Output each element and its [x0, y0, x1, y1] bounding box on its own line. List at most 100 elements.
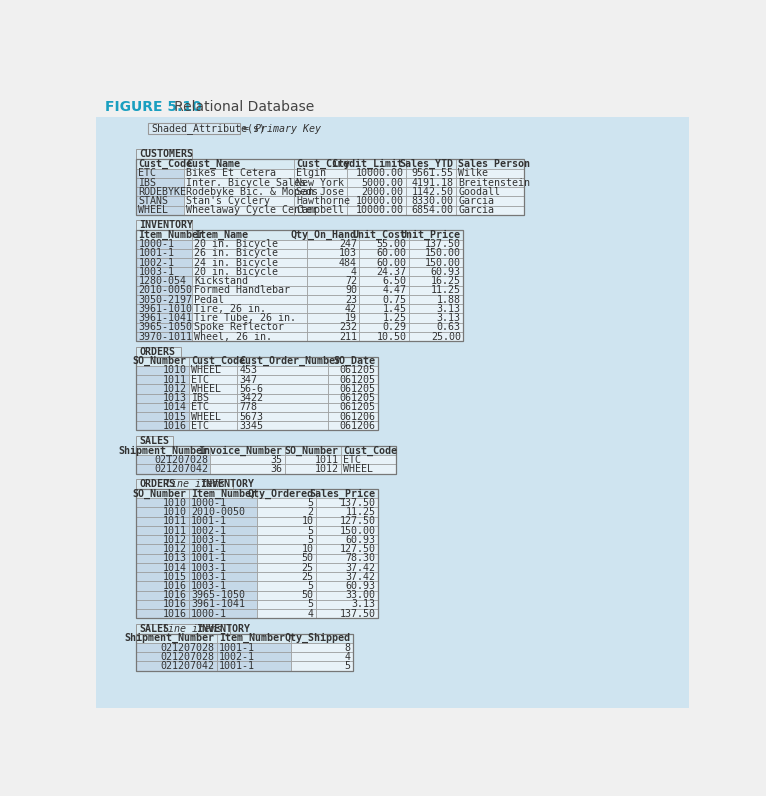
Bar — [359, 230, 409, 240]
Bar — [188, 526, 257, 535]
Text: 25: 25 — [302, 572, 313, 582]
Text: Credit_Limit: Credit_Limit — [332, 159, 404, 170]
Bar — [316, 544, 378, 554]
Bar — [329, 366, 378, 375]
Bar — [136, 581, 188, 591]
Bar — [217, 652, 291, 661]
Text: 1012: 1012 — [162, 535, 186, 544]
Bar — [192, 295, 306, 304]
Bar — [257, 526, 316, 535]
Bar — [136, 159, 184, 169]
Text: 10000.00: 10000.00 — [355, 205, 404, 215]
Bar — [257, 554, 316, 563]
Bar — [306, 332, 359, 341]
Text: Qty_Shipped: Qty_Shipped — [285, 634, 351, 643]
Text: 3.13: 3.13 — [352, 599, 375, 610]
Bar — [456, 197, 524, 205]
Text: Item_Number: Item_Number — [191, 489, 257, 499]
Text: 1001-1: 1001-1 — [219, 642, 255, 653]
Bar — [291, 652, 353, 661]
Text: SO_Date: SO_Date — [333, 356, 375, 366]
Text: 42: 42 — [345, 304, 357, 314]
Bar — [184, 187, 294, 197]
Bar — [341, 455, 397, 464]
Text: 6854.00: 6854.00 — [412, 205, 453, 215]
Bar — [406, 197, 456, 205]
Text: 021207042: 021207042 — [160, 661, 214, 671]
Bar — [136, 150, 192, 159]
Text: 061205: 061205 — [339, 375, 375, 384]
Text: Cust_Name: Cust_Name — [186, 159, 241, 170]
Bar — [192, 332, 306, 341]
Bar — [359, 258, 409, 267]
Bar — [306, 230, 359, 240]
Text: Kickstand: Kickstand — [194, 276, 248, 286]
Text: 0.75: 0.75 — [382, 295, 407, 305]
Text: = Primary Key: = Primary Key — [243, 123, 321, 134]
Bar — [136, 600, 188, 609]
Bar — [211, 446, 285, 455]
Text: 4: 4 — [345, 652, 351, 661]
Text: 4: 4 — [307, 609, 313, 618]
Text: 1012: 1012 — [162, 384, 186, 394]
Bar — [211, 455, 285, 464]
Text: 137.50: 137.50 — [339, 498, 375, 508]
Text: 11.25: 11.25 — [345, 507, 375, 517]
Bar — [136, 634, 353, 671]
Bar — [294, 159, 347, 169]
Text: 1010: 1010 — [162, 507, 186, 517]
Text: ORDERS: ORDERS — [139, 346, 175, 357]
Bar — [188, 412, 237, 421]
Bar — [329, 357, 378, 366]
Bar — [329, 412, 378, 421]
Bar — [409, 332, 463, 341]
Text: 19: 19 — [345, 313, 357, 323]
Text: Wheelaway Cycle Center: Wheelaway Cycle Center — [186, 205, 319, 215]
Bar — [316, 535, 378, 544]
Bar — [136, 421, 188, 431]
Text: 1001-1: 1001-1 — [191, 517, 227, 526]
Text: 3961-1041: 3961-1041 — [191, 599, 245, 610]
Text: SO_Number: SO_Number — [133, 489, 186, 499]
Bar — [341, 464, 397, 474]
Text: 1003-1: 1003-1 — [139, 267, 175, 277]
Text: 061205: 061205 — [339, 402, 375, 412]
Bar — [347, 205, 406, 215]
Text: 1016: 1016 — [162, 599, 186, 610]
Text: 60.00: 60.00 — [377, 248, 407, 259]
Text: Elgin: Elgin — [296, 168, 326, 178]
Text: ETC: ETC — [191, 402, 209, 412]
Bar — [306, 248, 359, 258]
Bar — [316, 508, 378, 517]
Bar — [257, 517, 316, 526]
Bar — [136, 554, 188, 563]
Text: 1016: 1016 — [162, 591, 186, 600]
Bar — [217, 634, 291, 643]
Bar — [306, 267, 359, 276]
Bar — [237, 384, 329, 393]
Bar — [136, 159, 524, 215]
Bar — [409, 314, 463, 322]
Bar — [188, 535, 257, 544]
Text: 1000-1: 1000-1 — [139, 239, 175, 249]
Bar — [456, 169, 524, 178]
Text: 127.50: 127.50 — [339, 544, 375, 554]
Text: 3050-2197: 3050-2197 — [139, 295, 192, 305]
Bar — [136, 563, 188, 572]
Text: 347: 347 — [239, 375, 257, 384]
Text: New York: New York — [296, 178, 345, 188]
Text: 103: 103 — [339, 248, 357, 259]
Text: 061206: 061206 — [339, 421, 375, 431]
Bar — [359, 286, 409, 295]
Bar — [136, 634, 217, 643]
Bar — [188, 489, 257, 498]
Text: INVENTORY: INVENTORY — [139, 220, 193, 230]
Text: Pedal: Pedal — [194, 295, 224, 305]
Text: Cust_Code: Cust_Code — [191, 356, 245, 366]
Text: 211: 211 — [339, 331, 357, 341]
Text: 10: 10 — [302, 517, 313, 526]
Bar — [136, 230, 463, 341]
Text: Garcia: Garcia — [458, 205, 494, 215]
Bar — [257, 535, 316, 544]
Bar — [192, 230, 306, 240]
